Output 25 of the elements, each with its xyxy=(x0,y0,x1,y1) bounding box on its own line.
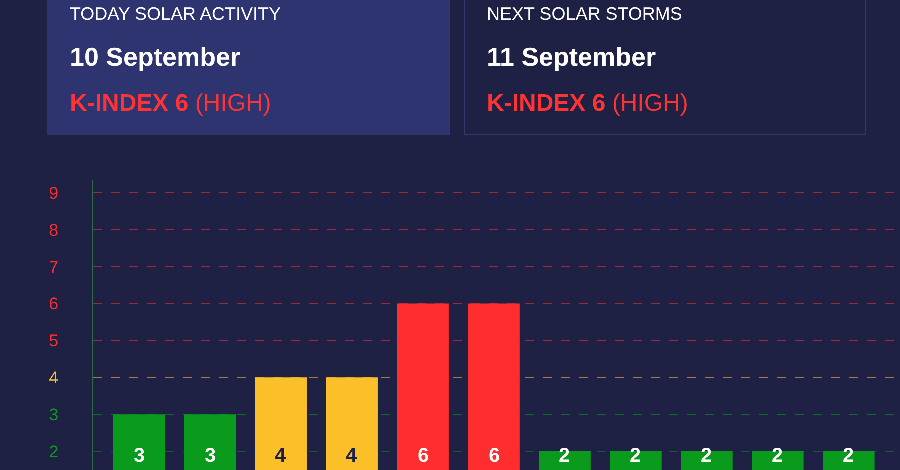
text: NEXT SOLAR STORMS xyxy=(487,4,682,24)
data-label: 4 xyxy=(346,445,358,467)
data-label: 3 xyxy=(134,445,146,467)
y-tick-label: 4 xyxy=(49,368,59,388)
y-tick-label: 3 xyxy=(49,406,59,425)
data-label: 2 xyxy=(630,445,642,467)
data-label: 2 xyxy=(559,445,570,467)
y-tick-label: 2 xyxy=(49,442,59,462)
text: TODAY SOLAR ACTIVITY xyxy=(70,4,282,24)
y-tick-label: 7 xyxy=(49,258,59,277)
text: K-INDEX 6 (HIGH) xyxy=(70,90,272,117)
text: 10 September xyxy=(70,42,241,72)
data-label: 2 xyxy=(772,445,784,467)
text: K-INDEX 6 (HIGH) xyxy=(487,90,688,117)
text: 11 September xyxy=(487,42,656,72)
y-tick-label: 8 xyxy=(49,220,59,240)
data-label: 3 xyxy=(205,445,216,467)
data-label: 6 xyxy=(418,445,430,467)
y-tick-label: 5 xyxy=(49,332,59,351)
y-tick-label: 6 xyxy=(49,294,59,314)
data-label: 2 xyxy=(843,445,854,467)
data-label: 2 xyxy=(701,445,712,467)
y-tick-label: 9 xyxy=(49,184,59,203)
data-label: 6 xyxy=(489,445,500,467)
data-label: 4 xyxy=(275,445,287,467)
